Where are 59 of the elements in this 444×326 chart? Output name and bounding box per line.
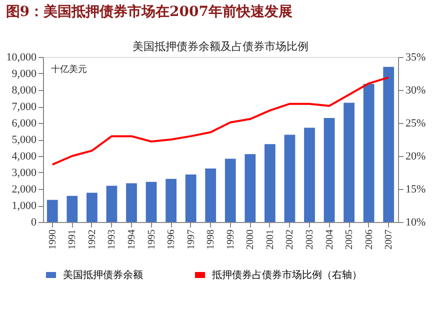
chart-title: 图9：美国抵押债券市场在2007年前快速发展 [6, 3, 292, 20]
x-tick-label: 1991 [67, 230, 78, 250]
y-tick-label: 6,000 [12, 118, 37, 130]
bar [185, 174, 196, 222]
x-tick-label: 2000 [245, 230, 256, 250]
y2-tick-label: 20% [406, 150, 426, 162]
x-tick-label: 1992 [86, 230, 98, 250]
bar [224, 158, 236, 222]
bar [244, 154, 256, 222]
y-tick-label: 3,000 [12, 167, 37, 179]
x-tick-label: 1990 [47, 230, 58, 250]
bar [383, 66, 394, 222]
bar [166, 178, 176, 222]
y2-tick-label: 15% [406, 184, 426, 196]
y-tick-label: 2,000 [12, 184, 37, 196]
y-tick-label: 9,000 [12, 68, 37, 80]
x-tick-label: 2004 [324, 230, 336, 250]
annotation: 十亿美元 [51, 64, 87, 74]
y2-tick-label: 30% [406, 84, 426, 96]
x-tick-label: 2005 [344, 230, 356, 250]
bar [46, 200, 58, 222]
x-tick-label: 2001 [264, 230, 276, 250]
y-tick-label: 7,000 [12, 101, 37, 113]
x-tick-label: 2006 [364, 230, 375, 250]
bar [106, 186, 118, 222]
bar [86, 192, 98, 222]
y-tick-label: 5,000 [12, 134, 37, 146]
legend-label: 抵押债券占债券市场比例（右轴） [211, 269, 362, 281]
y-tick-label: 1,000 [12, 200, 37, 212]
bar [264, 144, 276, 222]
y-tick-label: 8,000 [12, 84, 37, 96]
bar [363, 84, 374, 222]
y2-tick-label: 35% [406, 52, 426, 64]
x-tick-label: 1997 [186, 230, 197, 250]
x-tick-label: 1998 [206, 230, 217, 250]
bar [324, 118, 335, 222]
x-tick-label: 1993 [106, 230, 118, 250]
y2-tick-label: 25% [406, 118, 426, 130]
bar [66, 196, 78, 222]
y-tick-label: 10,000 [6, 52, 37, 64]
y-tick-label: 4,000 [12, 150, 37, 162]
bar [205, 168, 216, 222]
bar [126, 183, 137, 222]
x-tick-label: 1999 [225, 230, 236, 250]
x-tick-label: 1996 [166, 230, 178, 250]
bar [146, 182, 157, 222]
x-tick-label: 2002 [284, 230, 296, 250]
bar [344, 102, 354, 222]
line-series [51, 76, 390, 166]
y-tick-label: 0 [31, 216, 37, 228]
bar [304, 128, 315, 222]
x-tick-label: 2007 [384, 230, 395, 250]
y2-tick-label: 10% [406, 216, 426, 228]
legend-label: 美国抵押债券余额 [63, 269, 143, 281]
chart-subtitle: 美国抵押债券余额及占债券市场比例 [132, 40, 308, 53]
x-tick-label: 1994 [126, 230, 138, 250]
x-tick-label: 2003 [304, 230, 316, 250]
x-tick-label: 1995 [146, 230, 158, 250]
bar [284, 134, 296, 222]
